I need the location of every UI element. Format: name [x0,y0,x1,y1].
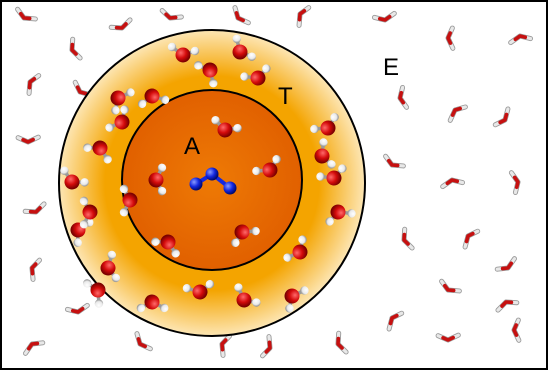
water-molecule [83,279,106,308]
environment-water-icon [219,333,232,358]
water-molecule [105,105,130,132]
environment-water-icon [401,226,415,251]
water-molecule [100,250,121,283]
environment-water-icon [386,310,405,332]
environment-region-label: E [383,54,399,81]
water-molecule [231,224,260,247]
water-molecule [284,286,309,313]
transition-region-label: T [278,83,293,110]
environment-water-icon [508,33,534,46]
environment-water-icon [260,334,273,359]
environment-water-icon [64,302,90,315]
water-molecule [314,138,336,169]
water-molecule [110,88,135,115]
environment-water-icon [15,6,38,22]
environment-water-icon [383,153,406,169]
environment-water-icon [15,134,41,145]
environment-water-icon [371,10,397,23]
environment-water-icon [508,170,521,196]
environment-water-icon [232,5,251,26]
active-region-label: A [184,133,200,160]
environment-water-icon [435,332,461,343]
water-molecule [283,235,308,262]
water-molecule [234,283,261,308]
water-molecule [316,164,347,186]
environment-water-icon [335,330,349,355]
water-molecule [182,279,215,300]
nitrogen-atom [223,181,237,195]
environment-water-icon [22,201,47,215]
environment-water-icon [397,84,410,110]
environment-water-layer [15,5,534,359]
environment-water-icon [462,228,481,250]
water-molecule [232,34,256,61]
environment-water-icon [495,299,520,313]
water-molecule [240,64,271,86]
water-molecule [252,155,281,178]
nitrogen-atom [205,167,219,181]
solute-molecule [189,167,237,195]
water-molecule [137,88,170,109]
nitrogen-atom [189,177,203,191]
water-molecule [167,42,200,63]
water-molecule [136,294,169,313]
environment-water-icon [511,317,522,343]
water-molecule [83,140,112,164]
water-molecule [60,166,89,190]
water-molecule [310,113,339,136]
water-molecule [211,116,242,138]
water-molecule [325,204,356,226]
water-molecule [148,163,167,196]
environment-water-icon [439,278,462,294]
water-molecule [151,234,180,258]
environment-water-icon [23,340,46,356]
environment-water-icon [108,17,133,31]
environment-water-icon [447,104,468,123]
environment-water-icon [29,257,42,282]
environment-water-icon [492,106,511,128]
environment-water-icon [494,256,517,272]
water-molecule [119,184,138,217]
solvent-water-layer [60,34,356,313]
environment-water-icon [296,5,312,28]
water-molecule [194,61,218,88]
environment-water-icon [440,177,466,190]
environment-water-icon [134,331,153,352]
environment-water-icon [159,8,184,21]
environment-water-icon [445,25,456,51]
environment-water-icon [69,36,83,61]
environment-water-icon [26,73,42,96]
water-molecule [79,196,98,229]
